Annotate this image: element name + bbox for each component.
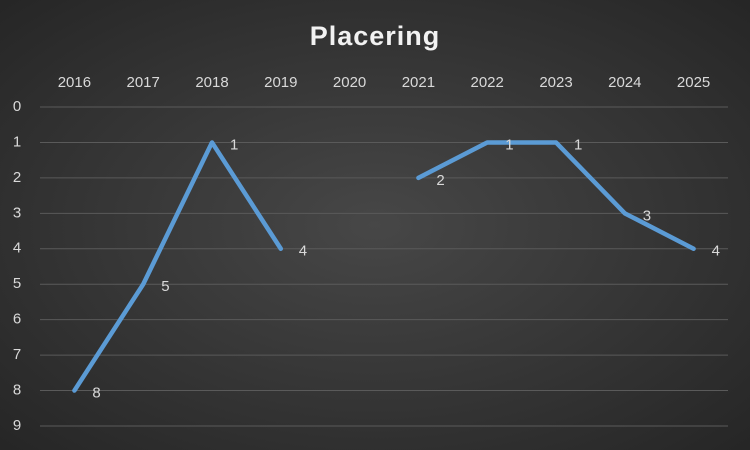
x-tick-label: 2022 — [471, 74, 504, 91]
data-label: 5 — [161, 278, 169, 295]
y-tick-label: 9 — [13, 417, 21, 434]
x-tick-label: 2023 — [539, 74, 572, 91]
x-tick-label: 2019 — [264, 74, 297, 91]
x-tick-label: 2024 — [608, 74, 641, 91]
y-tick-label: 7 — [13, 346, 21, 363]
y-tick-label: 0 — [13, 98, 21, 115]
data-label: 1 — [574, 136, 582, 153]
x-tick-label: 2025 — [677, 74, 710, 91]
data-line — [72, 140, 696, 393]
y-tick-label: 6 — [13, 311, 21, 328]
y-tick-label: 2 — [13, 169, 21, 186]
y-tick-label: 3 — [13, 204, 21, 221]
y-tick-label: 8 — [13, 382, 21, 399]
x-tick-label: 2020 — [333, 74, 366, 91]
x-tick-label: 2017 — [127, 74, 160, 91]
data-label: 4 — [712, 243, 720, 260]
data-label: 1 — [505, 136, 513, 153]
x-tick-label: 2021 — [402, 74, 435, 91]
data-label: 4 — [299, 243, 307, 260]
data-label: 1 — [230, 136, 238, 153]
chart-title: Placering — [310, 21, 441, 51]
y-tick-label: 1 — [13, 133, 21, 150]
data-label: 2 — [436, 172, 444, 189]
data-label: 3 — [643, 207, 651, 224]
y-tick-label: 5 — [13, 275, 21, 292]
data-label: 8 — [92, 385, 100, 402]
x-tick-label: 2016 — [58, 74, 91, 91]
x-tick-label: 2018 — [195, 74, 228, 91]
y-tick-label: 4 — [13, 240, 21, 257]
